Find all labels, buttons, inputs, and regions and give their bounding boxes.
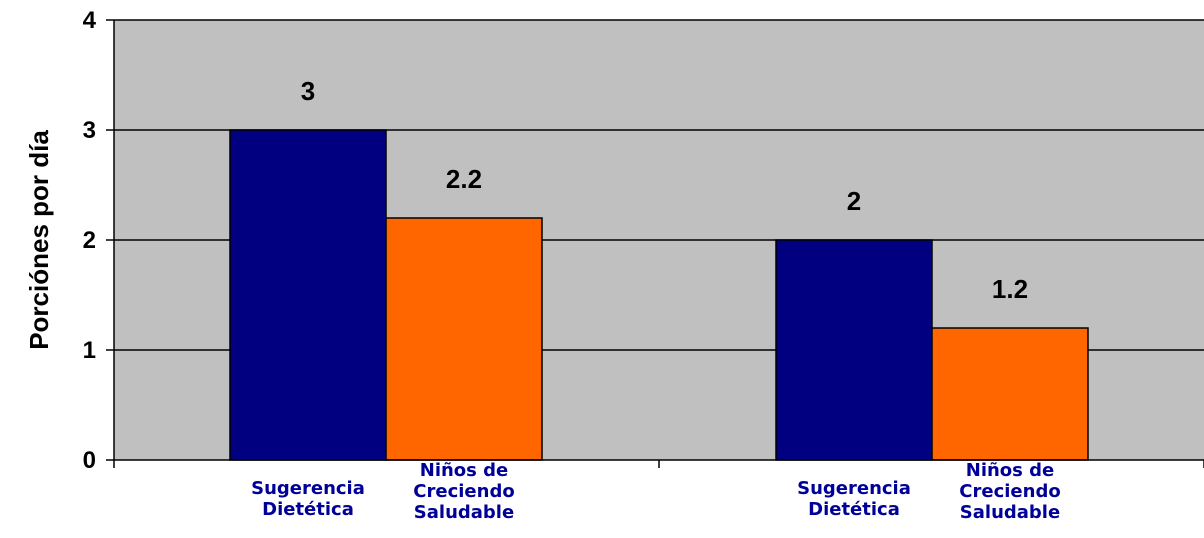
bar	[229, 129, 387, 461]
bars	[229, 129, 1089, 461]
y-tick-label: 3	[83, 117, 96, 144]
category-label: Sugerencia Dietética	[797, 478, 911, 520]
data-labels: 3 2.2 2 1.2	[301, 76, 1028, 304]
data-label: 2	[847, 186, 861, 216]
bar	[385, 217, 543, 461]
y-tick-label: 2	[83, 227, 96, 254]
category-labels: Sugerencia Dietética Niños de Creciendo Salu…	[251, 460, 1061, 523]
y-tick-label: 0	[83, 447, 96, 474]
axes	[106, 19, 1204, 468]
data-label: 1.2	[992, 274, 1028, 304]
data-label: 2.2	[446, 164, 482, 194]
bar	[931, 327, 1089, 461]
category-label: Niños de Creciendo Saludable	[959, 460, 1060, 523]
category-label: Sugerencia Dietética	[251, 478, 365, 520]
y-tick-labels: 0 1 2 3 4	[83, 7, 97, 474]
y-tick-label: 1	[83, 337, 96, 364]
category-label: Niños de Creciendo Saludable	[413, 460, 514, 523]
y-axis-title: Porciónes por día	[24, 130, 54, 350]
y-tick-label: 4	[83, 7, 97, 34]
data-label: 3	[301, 76, 315, 106]
bar	[775, 239, 933, 461]
